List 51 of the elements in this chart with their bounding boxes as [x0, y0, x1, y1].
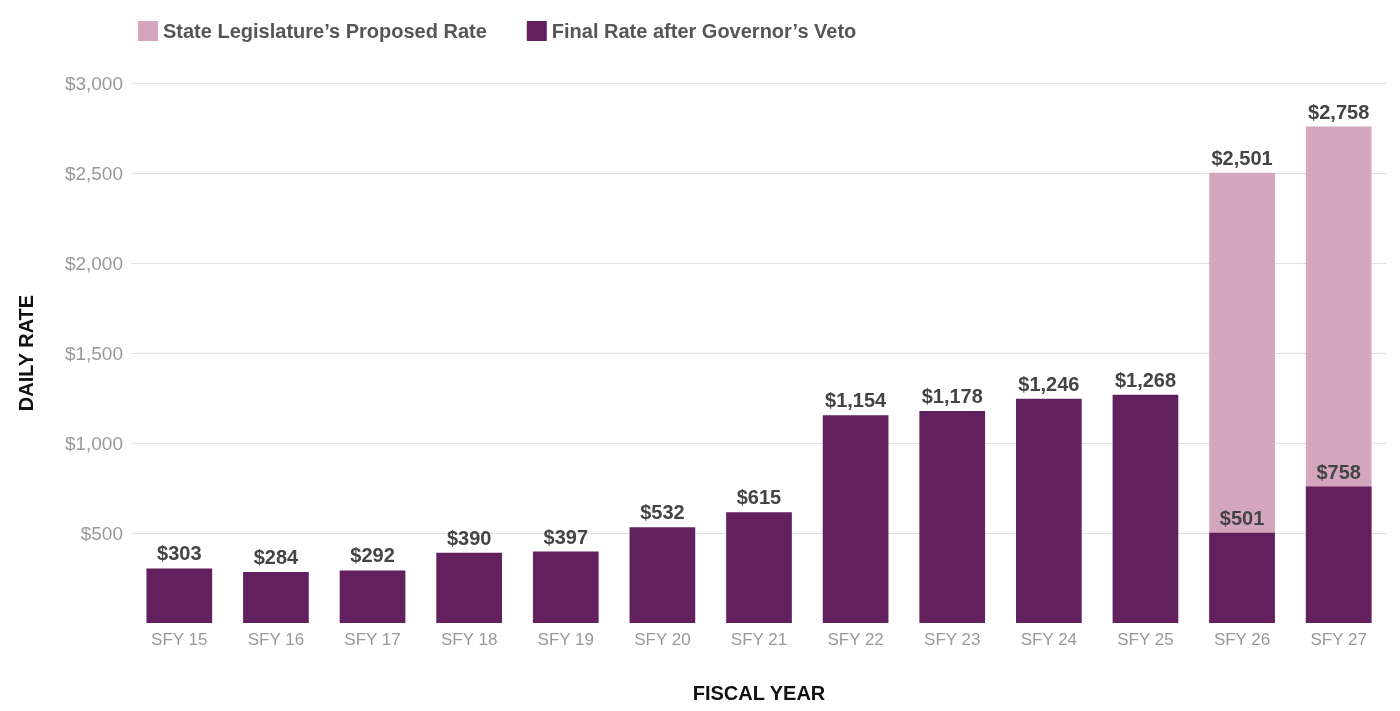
data-label: $1,154: [825, 389, 888, 412]
x-axis-title: FISCAL YEAR: [692, 682, 826, 704]
data-label: $390: [446, 526, 492, 549]
bar: [822, 415, 889, 623]
x-tick-label: SFY 15: [151, 630, 208, 649]
y-tick-label: $3,000: [64, 72, 123, 94]
data-label: $284: [253, 545, 300, 568]
data-label: $501: [1219, 506, 1265, 529]
x-tick-label: SFY 25: [1117, 630, 1174, 649]
data-label: $303: [157, 542, 202, 565]
bar: [919, 410, 986, 623]
x-tick-label: SFY 26: [1213, 630, 1271, 649]
bar: [1209, 532, 1275, 623]
bar: [146, 568, 213, 623]
data-label: $615: [736, 486, 782, 509]
x-tick-label: SFY 18: [440, 630, 498, 649]
data-label: $397: [543, 525, 589, 548]
bar: [1305, 486, 1372, 623]
bar: [243, 571, 309, 623]
bar: [1112, 394, 1179, 623]
legend-label: State Legislature’s Proposed Rate: [163, 20, 487, 42]
bar: [339, 570, 406, 623]
x-tick-label: SFY 23: [924, 630, 981, 649]
bar: [1016, 398, 1082, 623]
x-tick-label: SFY 20: [634, 630, 691, 649]
x-tick-label: SFY 21: [730, 630, 788, 649]
data-label: $1,178: [921, 384, 983, 407]
x-tick-label: SFY 19: [537, 630, 594, 649]
data-label: $2,758: [1308, 100, 1370, 123]
data-label: $1,268: [1114, 368, 1177, 391]
x-tick-label: SFY 16: [247, 630, 305, 649]
data-label: $2,501: [1211, 146, 1273, 169]
data-label: $532: [640, 501, 685, 524]
data-label: $292: [350, 544, 395, 567]
bar: [726, 512, 792, 623]
x-tick-label: SFY 17: [344, 630, 401, 649]
y-tick-label: $500: [80, 522, 123, 544]
y-tick-label: $1,000: [64, 432, 123, 454]
bar: [629, 527, 696, 623]
x-tick-label: SFY 24: [1020, 630, 1078, 649]
y-tick-label: $2,500: [64, 162, 123, 184]
data-label: $1,246: [1018, 372, 1080, 395]
x-tick-label: SFY 27: [1310, 630, 1367, 649]
bar: [532, 551, 599, 623]
data-label: $758: [1316, 460, 1361, 483]
y-tick-label: $2,000: [64, 252, 123, 274]
y-axis-title: DAILY RATE: [15, 294, 37, 412]
y-tick-label: $1,500: [64, 342, 123, 364]
bar: [436, 552, 502, 623]
x-tick-label: SFY 22: [827, 630, 884, 649]
legend-label: Final Rate after Governor’s Veto: [551, 20, 857, 42]
